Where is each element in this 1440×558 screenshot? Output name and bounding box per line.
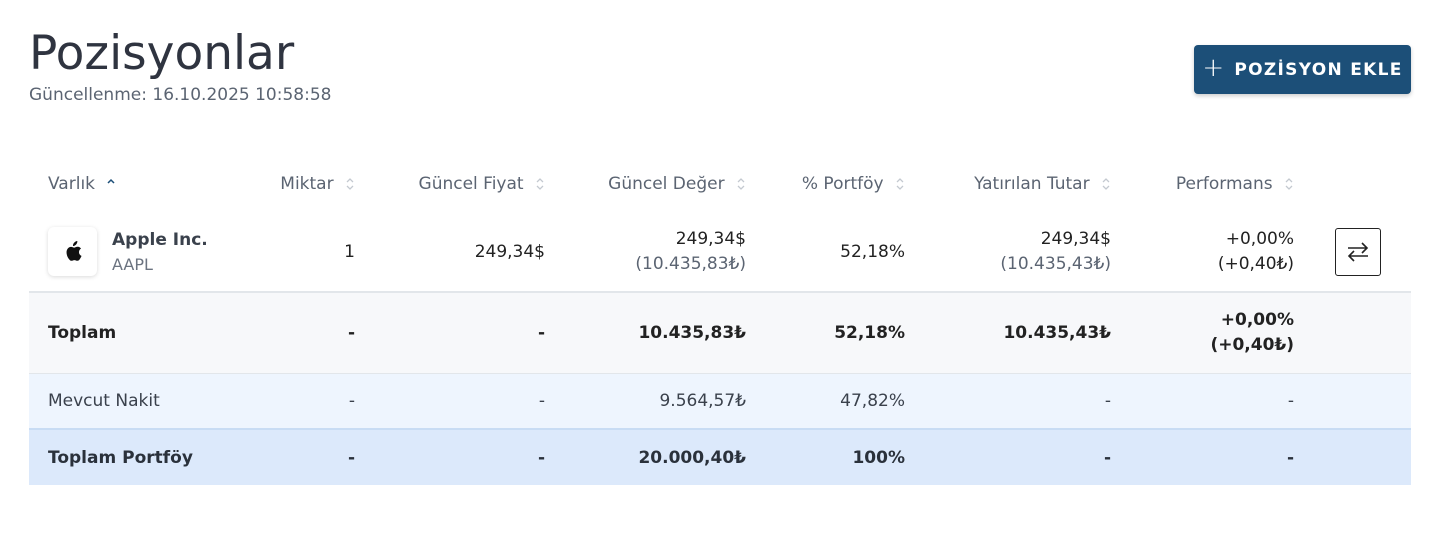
- portfolio-total-pct: 100%: [756, 429, 915, 485]
- last-updated: Güncellenme: 16.10.2025 10:58:58: [29, 85, 331, 105]
- swap-arrows-icon: [1347, 241, 1368, 262]
- column-header-quantity[interactable]: Miktar: [249, 156, 365, 212]
- sort-icon: [1284, 177, 1294, 191]
- cash-label: Mevcut Nakit: [29, 373, 249, 430]
- value-try: (10.435,83₺): [635, 253, 746, 274]
- sort-icon: [1101, 177, 1111, 191]
- total-performance-pct: +0,00%: [1220, 309, 1294, 330]
- total-performance-try: (+0,40₺): [1210, 334, 1294, 355]
- cash-value: 9.564,57₺: [555, 373, 756, 430]
- value-usd: 249,34$: [675, 228, 746, 249]
- portfolio-total-value: 20.000,40₺: [555, 429, 756, 485]
- performance-pct: +0,00%: [1225, 228, 1294, 249]
- total-row: Toplam - - 10.435,83₺ 52,18% 10.435,43₺ …: [29, 292, 1411, 374]
- asset-cell: Apple Inc. AAPL: [29, 212, 249, 293]
- sort-icon: [535, 177, 545, 191]
- cash-performance: -: [1121, 373, 1304, 430]
- portfolio-total-quantity: -: [249, 429, 365, 485]
- invested-cell: 249,34$ (10.435,43₺): [915, 212, 1121, 293]
- actions-cell: [1304, 212, 1411, 293]
- total-value: 10.435,83₺: [555, 292, 756, 374]
- total-performance: +0,00% (+0,40₺): [1121, 292, 1304, 374]
- portfolio-pct-cell: 52,18%: [756, 212, 915, 293]
- portfolio-total-performance: -: [1121, 429, 1304, 485]
- updated-label: Güncellenme:: [29, 85, 147, 105]
- invested-usd: 249,34$: [1040, 228, 1111, 249]
- asset-name: Apple Inc.: [112, 229, 208, 250]
- cash-invested: -: [915, 373, 1121, 430]
- sort-ascending-icon: [106, 177, 116, 191]
- total-price: -: [365, 292, 555, 374]
- column-header-actions: [1304, 156, 1411, 212]
- cash-portfolio-pct: 47,82%: [756, 373, 915, 430]
- total-portfolio-pct: 52,18%: [756, 292, 915, 374]
- invested-try: (10.435,43₺): [1000, 253, 1111, 274]
- table-row: Apple Inc. AAPL 1 249,34$ 249,34$ (10.43…: [29, 212, 1411, 293]
- performance-cell: +0,00% (+0,40₺): [1121, 212, 1304, 293]
- value-cell: 249,34$ (10.435,83₺): [555, 212, 756, 293]
- price-cell: 249,34$: [365, 212, 555, 293]
- add-position-button[interactable]: + POZİSYON EKLE: [1194, 45, 1411, 94]
- portfolio-total-label: Toplam Portföy: [29, 429, 249, 485]
- column-header-invested[interactable]: Yatırılan Tutar: [915, 156, 1121, 212]
- plus-icon: +: [1202, 53, 1226, 83]
- portfolio-total-row: Toplam Portföy - - 20.000,40₺ 100% - -: [29, 429, 1411, 485]
- sort-icon: [345, 177, 355, 191]
- column-header-asset[interactable]: Varlık: [29, 156, 249, 212]
- cash-price: -: [365, 373, 555, 430]
- column-header-portfolio-pct[interactable]: % Portföy: [756, 156, 915, 212]
- table-header: Varlık Miktar Güncel Fiyat Güncel Değer …: [29, 156, 1411, 212]
- sort-icon: [895, 177, 905, 191]
- portfolio-total-price: -: [365, 429, 555, 485]
- positions-table: Varlık Miktar Güncel Fiyat Güncel Değer …: [29, 156, 1411, 485]
- portfolio-total-invested: -: [915, 429, 1121, 485]
- sort-icon: [736, 177, 746, 191]
- updated-timestamp: 16.10.2025 10:58:58: [152, 85, 332, 105]
- cash-quantity: -: [249, 373, 365, 430]
- column-header-price[interactable]: Güncel Fiyat: [365, 156, 555, 212]
- page-title: Pozisyonlar: [29, 26, 295, 81]
- total-label: Toplam: [29, 292, 249, 374]
- column-header-performance[interactable]: Performans: [1121, 156, 1304, 212]
- total-quantity: -: [249, 292, 365, 374]
- asset-ticker: AAPL: [112, 254, 153, 274]
- column-header-value[interactable]: Güncel Değer: [555, 156, 756, 212]
- quantity-cell: 1: [249, 212, 365, 293]
- cash-row: Mevcut Nakit - - 9.564,57₺ 47,82% - -: [29, 373, 1411, 430]
- apple-logo-icon: [48, 227, 97, 276]
- trade-button[interactable]: [1334, 227, 1381, 276]
- performance-try: (+0,40₺): [1217, 253, 1294, 274]
- add-position-label: POZİSYON EKLE: [1234, 59, 1403, 80]
- total-invested: 10.435,43₺: [915, 292, 1121, 374]
